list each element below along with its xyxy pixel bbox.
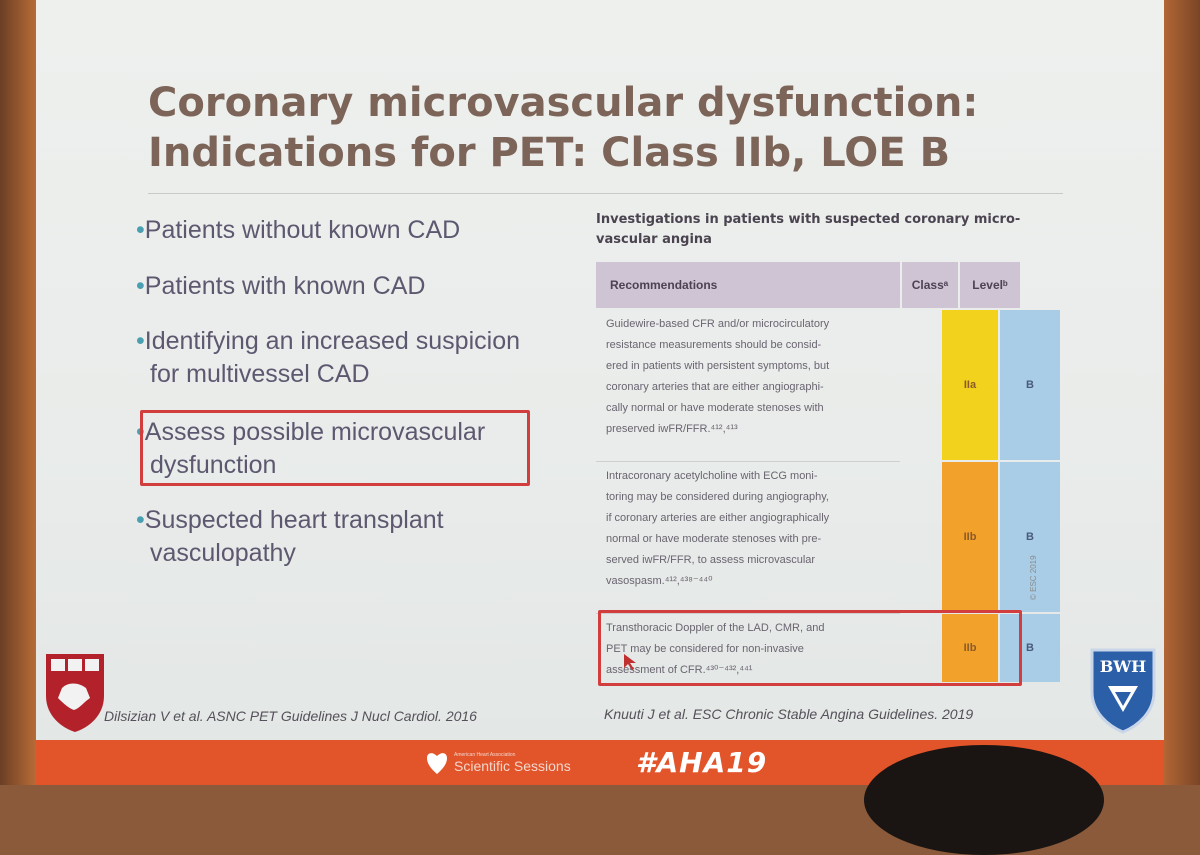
slide-title-line-2: Indications for PET: Class IIb, LOE B bbox=[148, 130, 951, 176]
bullet-dot: • bbox=[136, 272, 145, 300]
row-text-line: normal or have moderate stenoses with pr… bbox=[606, 533, 822, 545]
recommendations-table: Recommendations Classᵃ Levelᵇ Guidewire-… bbox=[596, 262, 1060, 682]
row-text-line: served iwFR/FFR, to assess microvascular bbox=[606, 554, 816, 566]
bullet-dot: • bbox=[136, 216, 145, 244]
bullet-item: •Patients with known CAD bbox=[136, 270, 425, 303]
row-text-line: cally normal or have moderate stenoses w… bbox=[606, 402, 824, 414]
bwh-logo-text: BWH bbox=[1100, 657, 1147, 676]
footer-brand: American Heart Association Scientific Se… bbox=[454, 752, 571, 774]
table-header-class: Classᵃ bbox=[902, 262, 958, 308]
right-citation: Knuuti J et al. ESC Chronic Stable Angin… bbox=[604, 706, 974, 722]
row-text-line: if coronary arteries are either angiogra… bbox=[606, 512, 830, 524]
footer-hashtag: #AHA19 bbox=[636, 746, 768, 779]
audience-head-silhouette bbox=[864, 745, 1104, 855]
room-wall-left bbox=[0, 0, 40, 785]
row-divider bbox=[596, 613, 900, 614]
slide-title-line-1: Coronary microvascular dysfunction: bbox=[148, 80, 979, 126]
left-citation: Dilsizian V et al. ASNC PET Guidelines J… bbox=[104, 708, 477, 724]
table-row: Guidewire-based CFR and/or microcirculat… bbox=[596, 310, 900, 460]
row-text-line: Guidewire-based CFR and/or microcirculat… bbox=[606, 318, 830, 330]
bullet-item-highlighted: •Assess possible microvascular dysfuncti… bbox=[136, 416, 485, 482]
table-row-highlighted: Transthoracic Doppler of the LAD, CMR, a… bbox=[596, 614, 900, 682]
table-header-recommendations: Recommendations bbox=[596, 262, 900, 308]
class-cell: IIb bbox=[942, 614, 998, 682]
bullet-text-continued: for multivessel CAD bbox=[150, 360, 370, 388]
bullet-text: Suspected heart transplant bbox=[144, 506, 444, 534]
footer-brand-name: Scientific Sessions bbox=[454, 758, 571, 774]
row-divider bbox=[596, 461, 900, 462]
mouse-pointer-icon bbox=[624, 654, 636, 670]
row-text-line: vasospasm.⁴¹²,⁴³⁸⁻⁴⁴⁰ bbox=[606, 575, 713, 587]
level-cell: B bbox=[1000, 310, 1060, 460]
bullet-text-continued: dysfunction bbox=[150, 451, 277, 479]
row-text-line: ered in patients with persistent symptom… bbox=[606, 360, 830, 372]
row-text-line: preserved iwFR/FFR.⁴¹²,⁴¹³ bbox=[606, 423, 738, 435]
presentation-slide: Coronary microvascular dysfunction: Indi… bbox=[36, 0, 1164, 740]
bullet-text: Assess possible microvascular bbox=[144, 418, 486, 446]
row-text-line: toring may be considered during angiogra… bbox=[606, 491, 829, 503]
level-cell: B bbox=[1000, 462, 1060, 612]
footer-brand-small: American Heart Association bbox=[454, 752, 516, 758]
slide-footer-bar: American Heart Association Scientific Se… bbox=[36, 740, 1164, 855]
bullet-item: •Suspected heart transplant vasculopathy bbox=[136, 504, 444, 570]
bullet-highlight-box bbox=[140, 410, 530, 486]
level-cell: B bbox=[1000, 614, 1060, 682]
row-text-line: assessment of CFR.⁴³⁰⁻⁴³²,⁴⁴¹ bbox=[606, 664, 753, 676]
row-text-line: Intracoronary acetylcholine with ECG mon… bbox=[606, 470, 818, 482]
table-row: Intracoronary acetylcholine with ECG mon… bbox=[596, 462, 900, 612]
row-text-line: resistance measurements should be consid… bbox=[606, 339, 822, 351]
bullet-dot: • bbox=[136, 506, 145, 534]
bullet-item: •Identifying an increased suspicion for … bbox=[136, 325, 520, 391]
class-cell: IIa bbox=[942, 310, 998, 460]
heart-torch-icon bbox=[427, 753, 447, 774]
row-text-line: coronary arteries that are either angiog… bbox=[606, 381, 824, 393]
bullet-text-continued: vasculopathy bbox=[150, 539, 296, 567]
row-text-line: Transthoracic Doppler of the LAD, CMR, a… bbox=[606, 622, 825, 634]
row-text-line: PET may be considered for non-invasive bbox=[606, 643, 804, 655]
title-divider bbox=[148, 193, 1063, 194]
bwh-logo: BWH bbox=[1090, 648, 1156, 734]
room-wall-right bbox=[1160, 0, 1200, 785]
table-title: Investigations in patients with suspecte… bbox=[596, 212, 1021, 247]
table-row-highlight-box bbox=[598, 610, 1022, 686]
bullet-text: Patients without known CAD bbox=[144, 216, 461, 244]
bullet-text: Patients with known CAD bbox=[144, 272, 426, 300]
bullet-item: •Patients without known CAD bbox=[136, 214, 460, 247]
class-cell: IIb bbox=[942, 462, 998, 612]
table-header-level: Levelᵇ bbox=[960, 262, 1020, 308]
bullet-dot: • bbox=[136, 327, 145, 355]
bullet-text: Identifying an increased suspicion bbox=[144, 327, 520, 355]
harvard-shield-logo bbox=[46, 654, 104, 732]
slide-title: Coronary microvascular dysfunction: Indi… bbox=[148, 78, 1048, 178]
table-copyright-note: © ESC 2019 bbox=[1029, 555, 1038, 600]
